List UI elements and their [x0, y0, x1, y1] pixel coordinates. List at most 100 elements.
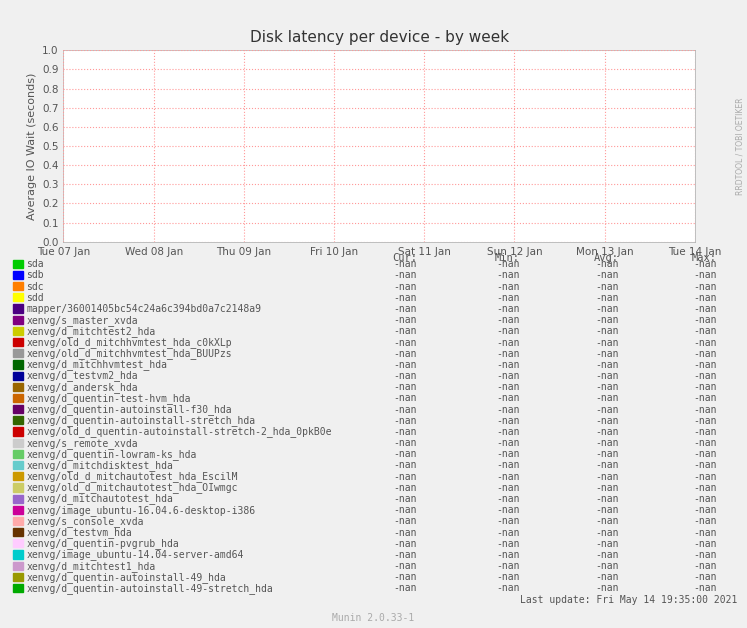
Text: -nan: -nan — [497, 337, 520, 347]
Text: -nan: -nan — [394, 271, 417, 281]
Text: -nan: -nan — [694, 304, 717, 314]
Text: -nan: -nan — [694, 337, 717, 347]
Text: xenvg/old_d_mitchhvmtest_hda_c0kXLp: xenvg/old_d_mitchhvmtest_hda_c0kXLp — [26, 337, 232, 348]
Text: -nan: -nan — [394, 449, 417, 459]
Text: -nan: -nan — [595, 438, 619, 448]
Text: -nan: -nan — [694, 404, 717, 414]
Text: -nan: -nan — [497, 438, 520, 448]
Text: -nan: -nan — [497, 483, 520, 493]
Text: sdd: sdd — [26, 293, 44, 303]
Text: -nan: -nan — [595, 404, 619, 414]
Text: -nan: -nan — [694, 561, 717, 571]
Text: -nan: -nan — [595, 382, 619, 392]
Text: -nan: -nan — [497, 315, 520, 325]
Text: Last update: Fri May 14 19:35:00 2021: Last update: Fri May 14 19:35:00 2021 — [520, 595, 737, 605]
Text: -nan: -nan — [694, 550, 717, 560]
Text: -nan: -nan — [595, 483, 619, 493]
Text: -nan: -nan — [694, 528, 717, 538]
Text: -nan: -nan — [595, 293, 619, 303]
Text: -nan: -nan — [694, 472, 717, 482]
Text: -nan: -nan — [694, 271, 717, 281]
Text: -nan: -nan — [497, 572, 520, 582]
Text: -nan: -nan — [394, 528, 417, 538]
Text: -nan: -nan — [595, 259, 619, 269]
Text: -nan: -nan — [497, 472, 520, 482]
Text: Munin 2.0.33-1: Munin 2.0.33-1 — [332, 613, 415, 623]
Text: sdb: sdb — [26, 271, 44, 281]
Text: xenvg/old_d_mitchautotest_hda_EscilM: xenvg/old_d_mitchautotest_hda_EscilM — [26, 471, 238, 482]
Text: xenvg/d_mitchhvmtest_hda: xenvg/d_mitchhvmtest_hda — [26, 359, 167, 371]
Text: xenvg/d_andersk_hda: xenvg/d_andersk_hda — [26, 382, 137, 392]
Text: -nan: -nan — [694, 327, 717, 337]
Text: -nan: -nan — [394, 561, 417, 571]
Text: -nan: -nan — [595, 360, 619, 370]
Text: -nan: -nan — [497, 460, 520, 470]
Text: -nan: -nan — [694, 393, 717, 403]
Text: -nan: -nan — [497, 304, 520, 314]
Text: -nan: -nan — [595, 337, 619, 347]
Text: -nan: -nan — [497, 539, 520, 549]
Text: -nan: -nan — [394, 281, 417, 291]
Text: -nan: -nan — [497, 583, 520, 593]
Text: -nan: -nan — [595, 460, 619, 470]
Text: xenvg/d_quentin-autoinstall-49_hda: xenvg/d_quentin-autoinstall-49_hda — [26, 572, 226, 583]
Text: xenvg/d_quentin-lowram-ks_hda: xenvg/d_quentin-lowram-ks_hda — [26, 449, 196, 460]
Text: xenvg/d_mitchtest2_hda: xenvg/d_mitchtest2_hda — [26, 326, 155, 337]
Text: -nan: -nan — [595, 281, 619, 291]
Text: -nan: -nan — [595, 572, 619, 582]
Text: -nan: -nan — [595, 561, 619, 571]
Text: -nan: -nan — [595, 315, 619, 325]
Text: -nan: -nan — [595, 349, 619, 359]
Text: -nan: -nan — [497, 561, 520, 571]
Text: -nan: -nan — [694, 483, 717, 493]
Text: -nan: -nan — [497, 404, 520, 414]
Text: -nan: -nan — [595, 472, 619, 482]
Text: -nan: -nan — [394, 483, 417, 493]
Text: -nan: -nan — [497, 349, 520, 359]
Text: -nan: -nan — [394, 516, 417, 526]
Text: xenvg/s_remote_xvda: xenvg/s_remote_xvda — [26, 438, 137, 448]
Text: -nan: -nan — [394, 539, 417, 549]
Text: -nan: -nan — [694, 460, 717, 470]
Text: -nan: -nan — [694, 449, 717, 459]
Text: -nan: -nan — [497, 360, 520, 370]
Text: sda: sda — [26, 259, 44, 269]
Text: -nan: -nan — [394, 349, 417, 359]
Text: sdc: sdc — [26, 281, 44, 291]
Text: -nan: -nan — [595, 304, 619, 314]
Text: -nan: -nan — [394, 304, 417, 314]
Text: xenvg/old_d_mitchautotest_hda_OIwmgc: xenvg/old_d_mitchautotest_hda_OIwmgc — [26, 482, 238, 493]
Text: -nan: -nan — [694, 572, 717, 582]
Text: -nan: -nan — [394, 315, 417, 325]
Text: -nan: -nan — [394, 382, 417, 392]
Text: -nan: -nan — [394, 438, 417, 448]
Text: -nan: -nan — [595, 539, 619, 549]
Text: -nan: -nan — [694, 583, 717, 593]
Text: xenvg/s_console_xvda: xenvg/s_console_xvda — [26, 516, 143, 527]
Text: -nan: -nan — [497, 416, 520, 426]
Text: -nan: -nan — [694, 360, 717, 370]
Text: -nan: -nan — [595, 327, 619, 337]
Text: xenvg/d_quentin-pvgrub_hda: xenvg/d_quentin-pvgrub_hda — [26, 538, 179, 549]
Text: xenvg/d_quentin-autoinstall-f30_hda: xenvg/d_quentin-autoinstall-f30_hda — [26, 404, 232, 415]
Text: -nan: -nan — [394, 293, 417, 303]
Text: -nan: -nan — [394, 393, 417, 403]
Text: -nan: -nan — [394, 259, 417, 269]
Text: mapper/36001405bc54c24a6c394bd0a7c2148a9: mapper/36001405bc54c24a6c394bd0a7c2148a9 — [26, 304, 261, 314]
Text: -nan: -nan — [595, 550, 619, 560]
Text: -nan: -nan — [497, 271, 520, 281]
Text: -nan: -nan — [497, 505, 520, 515]
Text: -nan: -nan — [595, 449, 619, 459]
Text: -nan: -nan — [694, 349, 717, 359]
Text: -nan: -nan — [394, 460, 417, 470]
Text: -nan: -nan — [595, 371, 619, 381]
Text: -nan: -nan — [694, 315, 717, 325]
Text: -nan: -nan — [497, 449, 520, 459]
Text: -nan: -nan — [497, 494, 520, 504]
Text: Avg:: Avg: — [594, 253, 619, 263]
Text: -nan: -nan — [497, 550, 520, 560]
Text: Max:: Max: — [692, 253, 717, 263]
Text: -nan: -nan — [595, 427, 619, 437]
Text: -nan: -nan — [394, 360, 417, 370]
Text: -nan: -nan — [394, 371, 417, 381]
